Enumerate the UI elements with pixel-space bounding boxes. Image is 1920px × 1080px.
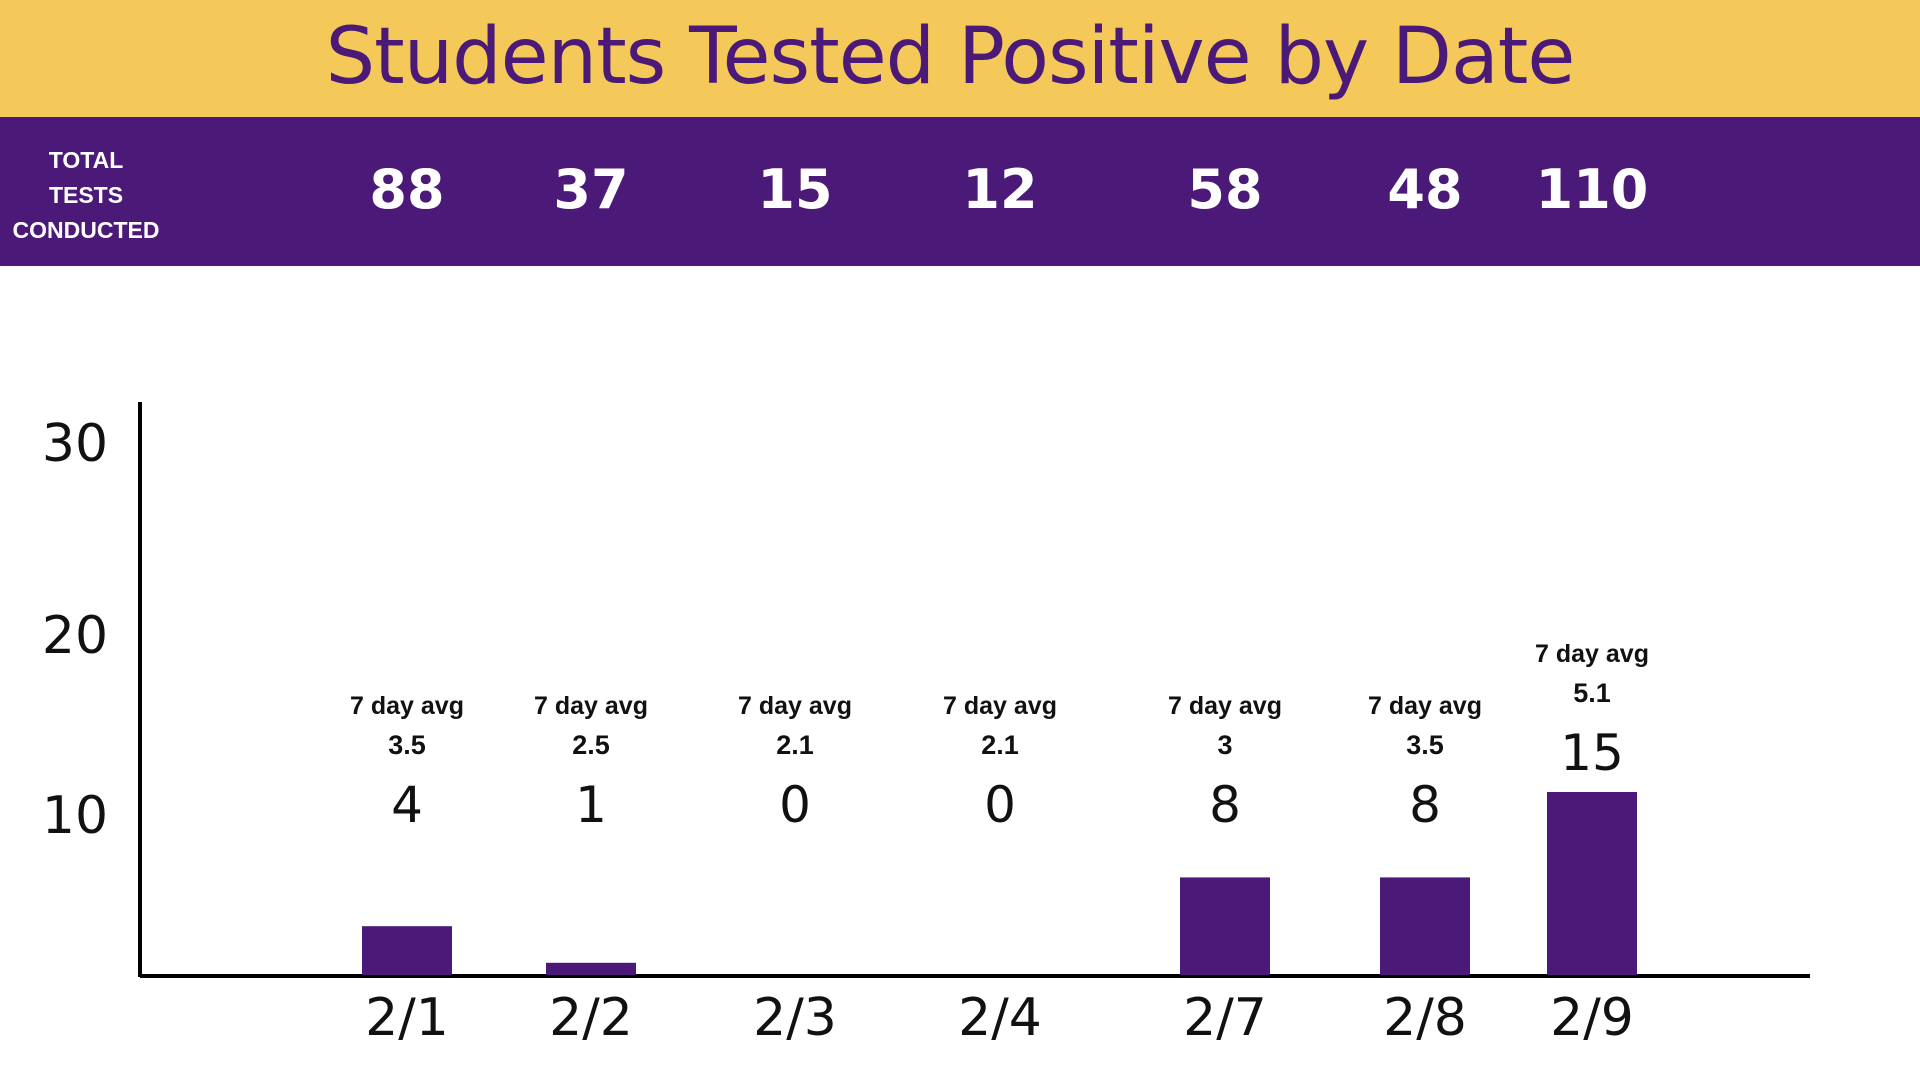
bar	[1547, 792, 1637, 975]
seven-day-avg-caption: 7 day avg	[943, 692, 1057, 720]
tests-conducted-label: TOTAL TESTS CONDUCTED	[0, 143, 172, 248]
seven-day-avg-value: 3	[1217, 730, 1232, 760]
bar	[1180, 877, 1270, 975]
seven-day-avg-caption: 7 day avg	[1168, 692, 1282, 720]
tests-conducted-value: 15	[757, 158, 833, 221]
seven-day-avg-value: 3.5	[388, 730, 426, 760]
seven-day-avg-value: 2.1	[776, 730, 814, 760]
y-tick-label: 30	[42, 414, 108, 474]
seven-day-avg-caption: 7 day avg	[738, 692, 852, 720]
seven-day-avg-value: 3.5	[1406, 730, 1444, 760]
bar	[362, 926, 452, 975]
bar-value-label: 0	[779, 776, 811, 834]
seven-day-avg-caption: 7 day avg	[1535, 640, 1649, 668]
bar	[1380, 877, 1470, 975]
tests-conducted-value: 48	[1387, 158, 1463, 221]
bar-value-label: 4	[391, 776, 423, 834]
seven-day-avg-value: 5.1	[1573, 678, 1611, 708]
bar-value-label: 1	[575, 776, 607, 834]
tests-conducted-value: 58	[1187, 158, 1263, 221]
y-tick-label: 20	[42, 606, 108, 666]
seven-day-avg-caption: 7 day avg	[534, 692, 648, 720]
tests-label-line: TOTAL	[48, 147, 124, 173]
bar-value-label: 8	[1209, 776, 1241, 834]
page-title: Students Tested Positive by Date	[325, 12, 1576, 102]
bar-value-label: 0	[984, 776, 1016, 834]
tests-conducted-value: 88	[369, 158, 445, 221]
x-category-label: 2/7	[1183, 988, 1267, 1048]
tests-label-line: TESTS	[48, 182, 124, 208]
tests-conducted-value: 37	[553, 158, 629, 221]
x-category-label: 2/8	[1383, 988, 1467, 1048]
seven-day-avg-caption: 7 day avg	[1368, 692, 1482, 720]
x-category-label: 2/4	[958, 988, 1042, 1048]
bar-value-label: 15	[1560, 724, 1624, 782]
bar	[546, 962, 636, 975]
seven-day-avg-value: 2.1	[981, 730, 1019, 760]
title-banner	[0, 0, 1920, 117]
seven-day-avg-value: 2.5	[572, 730, 610, 760]
x-category-label: 2/9	[1550, 988, 1634, 1048]
tests-conducted-value: 110	[1535, 158, 1649, 221]
y-tick-label: 10	[42, 786, 108, 846]
x-category-label: 2/3	[753, 988, 837, 1048]
tests-conducted-banner	[0, 117, 1920, 266]
x-category-label: 2/1	[365, 988, 449, 1048]
tests-label-line: CONDUCTED	[12, 217, 160, 243]
seven-day-avg-caption: 7 day avg	[350, 692, 464, 720]
bar-value-label: 8	[1409, 776, 1441, 834]
x-category-label: 2/2	[549, 988, 633, 1048]
tests-conducted-value: 12	[962, 158, 1038, 221]
